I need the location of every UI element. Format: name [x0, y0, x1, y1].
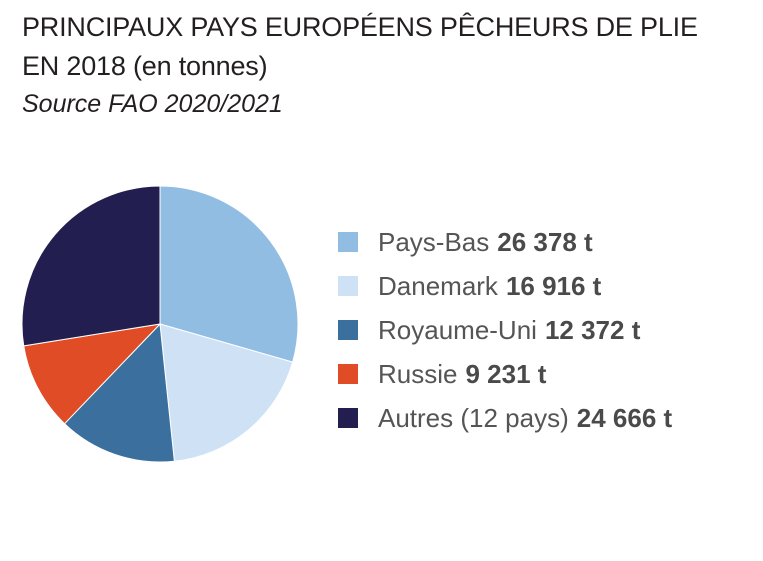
pie-chart	[21, 185, 299, 463]
legend-swatch	[338, 408, 358, 428]
legend-label: Pays-Bas	[378, 226, 490, 257]
legend-label: Autres (12 pays)	[378, 402, 569, 433]
legend-value: 16 916 t	[505, 270, 602, 301]
legend-value: 26 378 t	[497, 226, 593, 257]
legend-item: Royaume-Uni 12 372 t	[338, 308, 672, 352]
legend-item: Pays-Bas 26 378 t	[338, 220, 672, 264]
legend-swatch	[338, 320, 358, 340]
legend-value: 12 372 t	[544, 314, 641, 345]
legend-swatch	[338, 276, 358, 296]
legend-label: Danemark	[378, 270, 498, 301]
legend-value: 24 666 t	[576, 402, 673, 433]
pie-slice-danemark	[159, 323, 294, 462]
legend-swatch	[338, 364, 358, 384]
chart-title: PRINCIPAUX PAYS EUROPÉENS PÊCHEURS DE PL…	[22, 8, 698, 86]
legend-label: Russie	[378, 358, 458, 389]
legend-value: 9 231 t	[465, 358, 547, 389]
chart-source: Source FAO 2020/2021	[22, 90, 283, 118]
pie-slice-royaume-uni	[63, 322, 175, 463]
legend-item: Russie 9 231 t	[338, 352, 672, 396]
chart-legend: Pays-Bas 26 378 t Danemark 16 916 t Royaume-…	[338, 220, 672, 440]
legend-label: Royaume-Uni	[378, 314, 537, 345]
legend-item: Autres (12 pays) 24 666 t	[338, 396, 672, 440]
chart-title-unit: (en tonnes)	[133, 51, 268, 81]
chart-title-year: EN 2018	[22, 51, 126, 81]
pie-slice-russie	[23, 323, 162, 425]
chart-title-line2: EN 2018 (en tonnes)	[22, 47, 698, 86]
chart-title-line1: PRINCIPAUX PAYS EUROPÉENS PÊCHEURS DE PL…	[22, 12, 698, 42]
pie-slice-autres-12-pays	[21, 185, 161, 347]
legend-swatch	[338, 232, 358, 252]
pie-slice-pays-bas	[159, 185, 299, 363]
legend-item: Danemark 16 916 t	[338, 264, 672, 308]
